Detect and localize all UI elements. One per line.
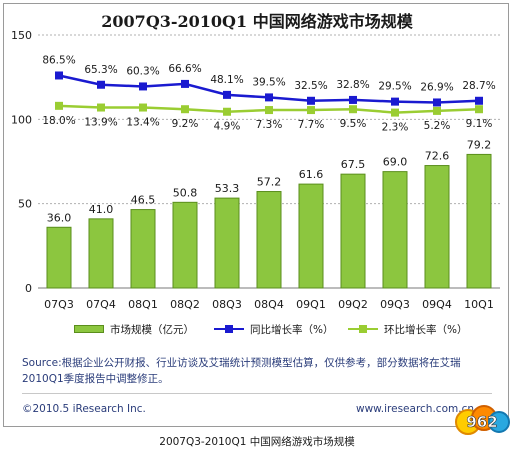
yoy-point	[475, 96, 483, 105]
qoq-value-label: 5.2%	[424, 120, 451, 132]
legend-label-qoq: 环比增长率（%）	[384, 323, 468, 336]
x-tick-label: 09Q2	[338, 298, 368, 311]
yoy-point	[181, 79, 189, 88]
chart-title: 2007Q3-2010Q1 中国网络游戏市场规模	[101, 12, 413, 31]
yoy-point	[223, 90, 231, 99]
yoy-point	[391, 97, 399, 106]
x-tick-label: 08Q3	[212, 298, 242, 311]
qoq-point	[181, 105, 189, 114]
yoy-value-label: 66.6%	[168, 63, 201, 75]
yoy-point	[97, 80, 105, 89]
bar-value-label: 50.8	[173, 186, 198, 199]
qoq-value-label: 7.3%	[256, 119, 283, 131]
bar-value-label: 57.2	[257, 176, 282, 189]
yoy-value-label: 29.5%	[378, 81, 411, 93]
y-tick-label: 50	[18, 198, 32, 211]
figure-caption: 2007Q3-2010Q1 中国网络游戏市场规模	[159, 436, 355, 448]
bar-value-label: 79.2	[467, 138, 492, 151]
bar	[424, 165, 450, 289]
website-link[interactable]: www.iresearch.com.cn	[355, 403, 474, 415]
yoy-point	[349, 95, 357, 104]
qoq-value-label: 9.1%	[466, 118, 493, 130]
yoy-point	[265, 93, 273, 102]
yoy-value-label: 32.8%	[336, 79, 369, 91]
qoq-point	[139, 103, 147, 112]
bar	[172, 201, 198, 289]
x-tick-label: 09Q1	[296, 298, 326, 311]
yoy-value-label: 26.9%	[420, 81, 453, 93]
x-tick-label: 10Q1	[464, 298, 494, 311]
qoq-point	[223, 107, 231, 116]
yoy-value-label: 32.5%	[294, 80, 327, 92]
qoq-value-label: 9.2%	[172, 118, 199, 130]
qoq-value-label: 18.0%	[42, 115, 75, 127]
y-tick-label: 0	[25, 282, 32, 295]
y-tick-label: 100	[11, 113, 32, 126]
x-tick-label: 07Q3	[44, 298, 74, 311]
qoq-value-label: 9.5%	[340, 118, 367, 130]
x-tick-label: 07Q4	[86, 298, 116, 311]
bar	[340, 173, 366, 289]
bar	[298, 183, 324, 289]
yoy-value-label: 39.5%	[252, 76, 285, 88]
bar-value-label: 67.5	[341, 158, 366, 171]
bar-value-label: 36.0	[47, 211, 72, 224]
bar	[256, 191, 282, 289]
legend-swatch-yoy	[214, 325, 244, 333]
bar	[382, 171, 408, 289]
yoy-point	[307, 96, 315, 105]
qoq-value-label: 13.9%	[84, 117, 117, 129]
bar	[46, 226, 72, 289]
qoq-value-label: 7.7%	[298, 119, 325, 131]
qoq-value-label: 13.4%	[126, 117, 159, 129]
x-tick-label: 08Q1	[128, 298, 158, 311]
legend-item-market-size: 市场规模（亿元）	[74, 321, 194, 337]
legend-label-market-size: 市场规模（亿元）	[110, 323, 194, 336]
legend-item-yoy: 同比增长率（%）	[214, 321, 333, 337]
legend-item-qoq: 环比增长率（%）	[348, 321, 467, 337]
svg-text:962: 962	[466, 413, 497, 431]
bar-value-label: 69.0	[383, 156, 408, 169]
qoq-point	[475, 105, 483, 114]
x-tick-label: 08Q2	[170, 298, 200, 311]
bar	[130, 209, 156, 289]
copyright-text: ©2010.5 iResearch Inc.	[22, 403, 146, 415]
yoy-value-label: 48.1%	[210, 74, 243, 86]
yoy-point	[139, 82, 147, 91]
qoq-point	[97, 103, 105, 112]
x-tick-label: 09Q3	[380, 298, 410, 311]
qoq-point	[55, 101, 63, 110]
y-tick-label: 150	[11, 29, 32, 42]
qoq-value-label: 4.9%	[214, 121, 241, 133]
bar-value-label: 53.3	[215, 182, 240, 195]
yoy-value-label: 86.5%	[42, 54, 75, 66]
bar	[466, 153, 492, 289]
yoy-value-label: 28.7%	[462, 80, 495, 92]
yoy-value-label: 65.3%	[84, 64, 117, 76]
bar-value-label: 46.5	[131, 194, 156, 207]
x-tick-label: 08Q4	[254, 298, 284, 311]
bar	[88, 218, 114, 289]
bar-value-label: 61.6	[299, 168, 324, 181]
bar	[214, 197, 240, 289]
qoq-point	[391, 108, 399, 117]
qoq-point	[433, 106, 441, 115]
legend-swatch-qoq	[348, 325, 378, 333]
qoq-value-label: 2.3%	[382, 122, 409, 134]
yoy-value-label: 60.3%	[126, 65, 159, 77]
legend-label-yoy: 同比增长率（%）	[250, 323, 334, 336]
x-tick-label: 09Q4	[422, 298, 452, 311]
qoq-point	[307, 106, 315, 115]
source-note: Source:根据企业公开财报、行业访谈及艾瑞统计预测模型估算，仅供参考，部分数…	[22, 357, 461, 385]
footer-divider	[22, 393, 492, 394]
bar-value-label: 41.0	[89, 203, 114, 216]
legend-swatch-bar	[74, 325, 104, 333]
bar-value-label: 72.6	[425, 150, 450, 163]
yoy-point	[433, 98, 441, 107]
qoq-point	[349, 105, 357, 114]
qoq-point	[265, 106, 273, 115]
yoy-point	[55, 71, 63, 80]
site-logo: 962	[455, 405, 510, 435]
